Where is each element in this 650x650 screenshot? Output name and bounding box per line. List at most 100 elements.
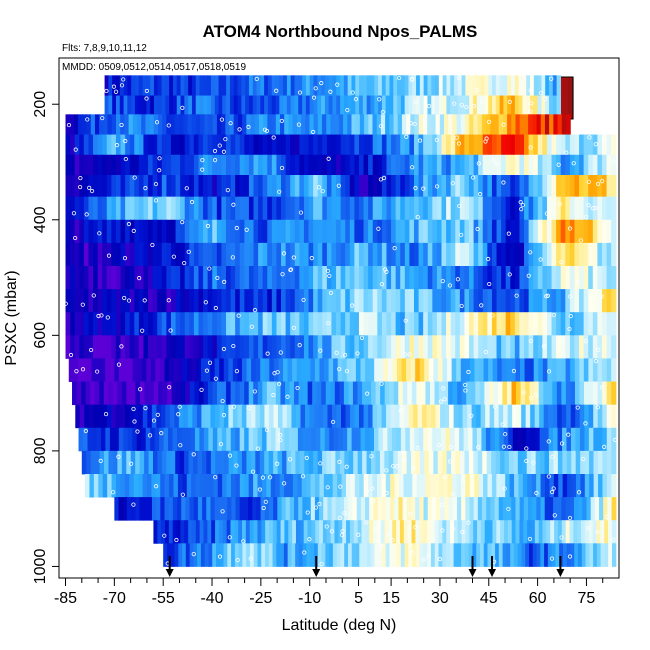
heatmap-cell [115,266,122,290]
heatmap-cell [74,242,80,267]
heatmap-cell [230,474,237,498]
heatmap-cell [584,427,590,452]
heatmap-cell [579,427,586,452]
heatmap-cell [593,450,599,475]
heatmap-cell [507,497,512,521]
heatmap-cell [450,289,456,313]
heatmap-cell [350,474,356,498]
heatmap-cell [166,154,172,176]
heatmap-cell [604,520,609,544]
heatmap-cell [455,219,461,244]
heatmap-cell [207,175,213,198]
heatmap-cell [593,381,599,406]
heatmap-cell [222,474,228,498]
heatmap-cell [491,196,498,221]
heatmap-cell [345,474,351,498]
heatmap-cell [108,381,114,406]
heatmap-cell [161,335,167,359]
heatmap-cell [187,358,193,382]
heatmap-cell [505,266,511,290]
heatmap-cell [606,404,612,429]
heatmap-cell [495,95,501,115]
heatmap-cell [317,242,323,267]
heatmap-cell [473,219,479,244]
data-point [411,465,416,471]
heatmap-cell [138,289,145,313]
heatmap-cell [492,358,498,382]
data-point [502,486,507,491]
heatmap-cell [368,134,374,156]
heatmap-cell [499,75,505,96]
heatmap-cell [351,75,356,96]
heatmap-cell [169,404,175,429]
heatmap-cell [363,543,368,567]
data-point [288,267,293,273]
heatmap-cell [436,219,443,244]
heatmap-cell [517,427,523,452]
heatmap-cell [395,289,401,313]
heatmap-cell [253,520,259,544]
heatmap-cell [477,450,483,475]
heatmap-cell [404,134,411,156]
heatmap-cell [198,175,204,198]
heatmap-cell [161,154,167,176]
heatmap-cell [146,95,151,115]
heatmap-cell [519,196,525,221]
heatmap-cell [370,543,375,567]
data-point [180,105,185,110]
data-point [490,313,495,318]
heatmap-cell [358,312,365,336]
heatmap-cell [579,404,585,429]
heatmap-cell [109,427,115,452]
heatmap-cell [473,154,479,176]
heatmap-cell [366,543,372,567]
heatmap-cell [416,381,422,406]
heatmap-cell [133,474,139,498]
heatmap-cell [461,543,466,567]
heatmap-cell [244,312,250,336]
heatmap-cell [201,450,207,475]
heatmap-cell [611,266,617,290]
heatmap-cell [88,154,94,176]
heatmap-cell [324,427,330,452]
heatmap-cell [212,266,218,290]
heatmap-cell [305,114,311,135]
heatmap-cell [175,266,181,290]
heatmap-cell [365,358,371,382]
heatmap-cell [235,266,241,290]
heatmap-cell [74,154,80,176]
heatmap-cell [509,474,515,498]
heatmap-cell [391,175,397,198]
heatmap-cell [308,154,314,176]
heatmap-cell [239,335,245,359]
heatmap-cell [303,154,310,176]
heatmap-cell [93,154,99,176]
heatmap-cell [328,75,334,96]
heatmap-cell [313,134,319,156]
heatmap-cell [235,196,241,221]
heatmap-cell [277,497,283,521]
heatmap-cell [262,312,268,336]
heatmap-cell [294,75,299,96]
heatmap-cell [544,543,549,567]
heatmap-cell [148,450,154,475]
heatmap-cell [491,450,497,475]
heatmap-cell [441,134,447,156]
heatmap-cell [363,289,369,313]
heatmap-cell [377,266,383,290]
data-point [471,175,476,180]
heatmap-cell [135,450,141,475]
heatmap-cell [262,289,268,313]
heatmap-cell [514,175,521,198]
heatmap-cell [70,289,76,313]
heatmap-cell [546,196,553,221]
heatmap-cell [435,114,441,135]
data-point [143,405,148,411]
heatmap-cell [393,543,398,567]
heatmap-cell [487,312,493,336]
heatmap-cell [530,520,536,544]
data-point [320,189,325,194]
heatmap-cell [418,219,424,244]
heatmap-cell [83,266,90,290]
heatmap-cell [394,497,400,521]
